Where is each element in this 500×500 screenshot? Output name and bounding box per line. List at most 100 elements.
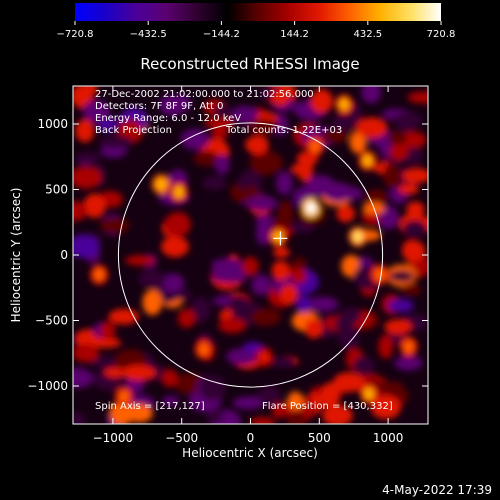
heatmap-blob <box>383 162 401 189</box>
heatmap-peak-core <box>156 178 167 191</box>
heatmap-blob <box>190 296 211 323</box>
colorbar-tick-label: −432.5 <box>130 29 167 40</box>
heatmap-blob <box>99 217 130 234</box>
x-tick-label: −1000 <box>93 431 134 445</box>
heatmap-blob <box>393 111 423 129</box>
heatmap-blob <box>276 171 293 195</box>
heatmap-blob <box>161 395 180 407</box>
heatmap-blob <box>256 388 273 401</box>
heatmap-blob <box>306 296 339 312</box>
heatmap-blob <box>320 382 341 409</box>
heatmap-blob <box>180 128 210 150</box>
heatmap-blob <box>378 334 394 359</box>
colorbar-gradient <box>75 3 441 21</box>
annotation-detectors: Detectors: 7F 8F 9F, Att 0 <box>95 101 223 112</box>
heatmap-blob <box>89 337 122 348</box>
heatmap-peak-core <box>275 264 286 277</box>
heatmap-blob <box>218 317 247 334</box>
y-tick-label: 500 <box>45 182 68 196</box>
heatmap-blob <box>75 118 95 143</box>
heatmap-blob <box>337 324 360 349</box>
heatmap-blob <box>99 321 116 340</box>
heatmap-peak-core <box>308 322 319 335</box>
heatmap-blob <box>177 308 196 328</box>
heatmap-blob <box>73 343 100 363</box>
plot-area <box>73 86 428 424</box>
heatmap-blob <box>384 319 412 335</box>
annotation-flare-position: Flare Position = [430,332] <box>262 401 393 412</box>
colorbar-ticks: −720.8 −432.5 −144.2 144.2 432.5 720.8 <box>56 21 455 40</box>
heatmap-blob <box>247 195 278 211</box>
heatmap-blob <box>272 402 287 419</box>
heatmap-peak-core <box>352 230 363 243</box>
heatmap-blob <box>361 86 382 104</box>
heatmap-blob <box>349 130 367 154</box>
y-tick-label: 0 <box>60 248 68 262</box>
colorbar: −720.8 −432.5 −144.2 144.2 432.5 720.8 <box>56 3 455 40</box>
heatmap-blob <box>83 193 106 219</box>
colorbar-tick-label: 432.5 <box>353 29 382 40</box>
heatmap-blob <box>164 211 191 237</box>
heatmap-peak-core <box>259 351 270 364</box>
heatmap-blob <box>211 127 229 139</box>
heatmap-blob <box>271 89 290 107</box>
heatmap-blob <box>108 308 139 325</box>
heatmap-peak-core <box>362 154 373 167</box>
heatmap-peak-core <box>118 390 129 403</box>
heatmap-blob <box>272 215 294 230</box>
heatmap-blob <box>193 150 219 167</box>
heatmap-blob <box>90 356 122 369</box>
colorbar-tick-label: 720.8 <box>427 29 456 40</box>
heatmap-blob <box>160 273 185 293</box>
heatmap-blob <box>394 355 423 371</box>
heatmap-peak-core <box>173 186 184 199</box>
heatmap-blob <box>124 255 156 266</box>
heatmap-blob <box>249 150 284 176</box>
heatmap-blob <box>73 166 102 189</box>
heatmap-blob <box>402 220 427 237</box>
heatmap-blob <box>388 298 414 313</box>
flare-position-marker <box>273 231 288 246</box>
heatmap-blob <box>332 372 366 393</box>
annotation-spin-axis: Spin Axis = [217,127] <box>95 401 205 412</box>
solar-limb-circle <box>117 122 384 388</box>
heatmap-peak-core <box>374 268 385 281</box>
annotation-method: Back Projection <box>95 125 172 136</box>
heatmap-blob <box>83 99 111 123</box>
heatmap-blob <box>109 401 135 424</box>
heatmap-blob <box>273 246 290 258</box>
heatmap-peak-core <box>94 268 105 281</box>
heatmap <box>73 86 428 424</box>
annotation-time-range: 27-Dec-2002 21:02:00.000 to 21:02:56.000 <box>95 89 314 100</box>
heatmap-blob <box>287 391 304 411</box>
heatmap-blob <box>249 416 276 424</box>
y-tick-label: −500 <box>35 314 68 328</box>
heatmap-blob <box>406 201 425 218</box>
heatmap-blob <box>73 201 87 221</box>
heatmap-blob <box>343 186 363 201</box>
heatmap-blob <box>336 204 355 223</box>
y-tick-label: 1000 <box>37 117 68 131</box>
heatmap-blob <box>290 163 314 175</box>
x-tick-label: 0 <box>247 431 255 445</box>
heatmap-blob <box>121 364 156 381</box>
heatmap-blob <box>389 143 409 161</box>
x-axis-label: Heliocentric X (arcsec) <box>182 446 318 460</box>
y-tick-label: −1000 <box>27 379 68 393</box>
heatmap-blob <box>364 189 389 206</box>
heatmap-blob <box>402 240 426 263</box>
heatmap-blob <box>212 268 227 282</box>
x-tick-label: 500 <box>308 431 331 445</box>
heatmap-blob <box>320 129 349 144</box>
heatmap-blob <box>370 395 401 420</box>
heatmap-peak-core <box>284 288 295 301</box>
heatmap-blob <box>241 256 259 276</box>
x-tick-label: 1000 <box>373 431 404 445</box>
heatmap-blob <box>73 367 93 389</box>
heatmap-blob <box>353 356 375 375</box>
heatmap-blob <box>355 117 388 139</box>
heatmap-blob <box>137 270 167 288</box>
axis-ticks: −1000 −500 0 500 1000 −1000 −500 0 500 1000 <box>27 86 428 445</box>
heatmap-blob <box>245 135 269 155</box>
annotation-counts: Total counts: 1.22E+03 <box>225 125 342 136</box>
